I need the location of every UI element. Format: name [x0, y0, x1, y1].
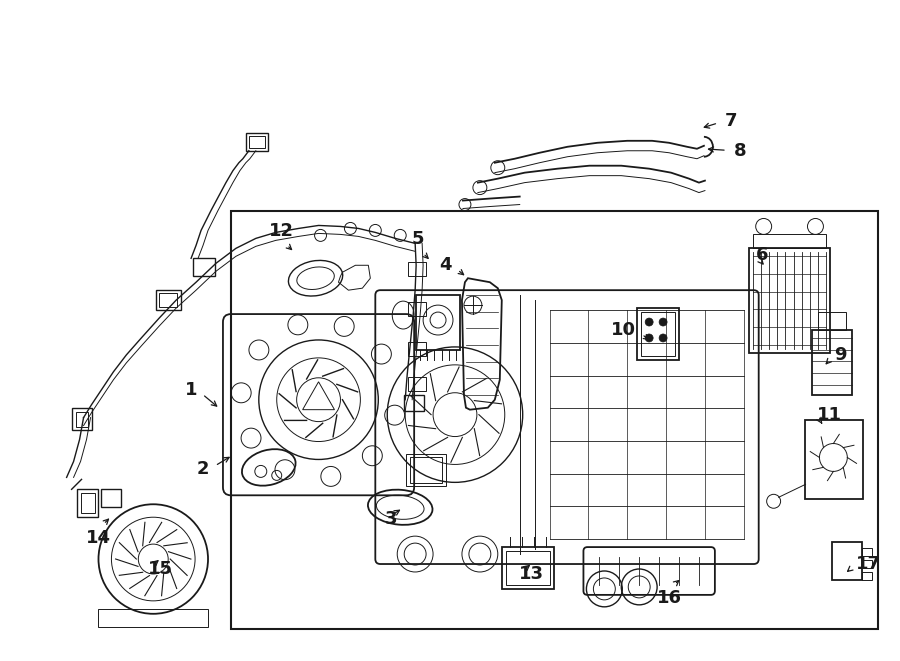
Bar	[409, 302, 426, 316]
Bar	[641, 312, 675, 356]
Text: 16: 16	[657, 589, 681, 607]
Text: 4: 4	[439, 256, 452, 274]
Bar	[76, 489, 98, 517]
Bar	[832, 542, 862, 580]
Bar	[818, 312, 846, 330]
Bar	[72, 408, 92, 430]
Bar	[157, 290, 181, 310]
Text: 6: 6	[756, 247, 769, 264]
Bar	[502, 547, 554, 589]
Bar	[248, 136, 265, 148]
Bar	[749, 249, 831, 353]
Text: 1: 1	[184, 381, 197, 399]
Bar	[806, 420, 863, 499]
Bar	[862, 572, 872, 580]
Circle shape	[659, 318, 667, 326]
Bar	[410, 457, 442, 483]
Text: 10: 10	[611, 321, 636, 339]
Bar	[506, 551, 550, 585]
Bar	[409, 342, 426, 356]
Bar	[102, 489, 122, 507]
Text: 3: 3	[385, 510, 398, 528]
Circle shape	[645, 334, 653, 342]
Bar	[862, 548, 872, 556]
Bar	[159, 293, 177, 307]
Text: 12: 12	[269, 222, 294, 241]
Text: 13: 13	[518, 565, 544, 583]
Text: 9: 9	[834, 346, 847, 364]
Bar	[81, 493, 94, 513]
Text: 5: 5	[412, 230, 425, 249]
Bar	[194, 258, 215, 276]
Text: 8: 8	[734, 141, 746, 160]
Text: 15: 15	[148, 560, 174, 578]
Bar	[406, 455, 446, 486]
Bar	[752, 235, 826, 249]
Bar	[409, 262, 426, 276]
Bar	[76, 412, 87, 426]
Bar	[409, 377, 426, 391]
Bar	[637, 308, 679, 360]
Bar	[416, 295, 460, 350]
Text: 2: 2	[196, 461, 209, 479]
Text: 7: 7	[724, 112, 737, 130]
Text: 14: 14	[86, 529, 111, 547]
Bar	[246, 133, 268, 151]
Bar	[404, 395, 424, 410]
Bar	[231, 210, 878, 629]
Bar	[862, 560, 872, 568]
Circle shape	[645, 318, 653, 326]
Text: 11: 11	[816, 406, 842, 424]
Bar	[98, 609, 208, 627]
Bar	[813, 330, 852, 395]
Text: 17: 17	[856, 555, 881, 573]
Circle shape	[659, 334, 667, 342]
